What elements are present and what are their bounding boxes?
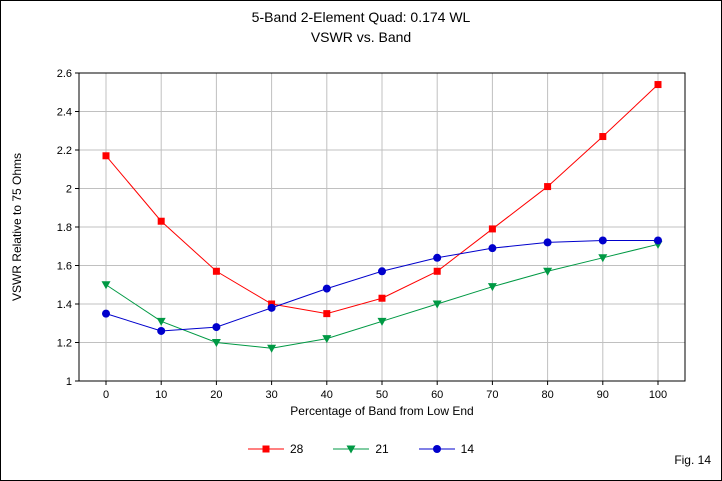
chart-titles: 5-Band 2-Element Quad: 0.174 WL VSWR vs.… <box>1 9 721 45</box>
svg-text:10: 10 <box>155 389 167 401</box>
svg-text:20: 20 <box>210 389 222 401</box>
svg-text:0: 0 <box>103 389 109 401</box>
svg-text:60: 60 <box>431 389 443 401</box>
svg-text:30: 30 <box>265 389 277 401</box>
vswr-line-chart: 1 1.2 1.4 1.6 1.8 2 2.2 2.4 2.6 0 10 20 30 40 50 60 70 80… <box>10 68 686 418</box>
legend-label: 28 <box>289 442 304 456</box>
svg-text:1: 1 <box>66 376 72 388</box>
svg-text:1.4: 1.4 <box>57 299 72 311</box>
legend-item-14: 14 <box>418 442 475 456</box>
svg-text:2.6: 2.6 <box>57 68 72 80</box>
svg-text:50: 50 <box>376 389 388 401</box>
square-marker-icon <box>247 445 284 453</box>
svg-text:1.6: 1.6 <box>57 261 72 273</box>
svg-text:40: 40 <box>321 389 333 401</box>
svg-text:2.2: 2.2 <box>57 145 72 157</box>
svg-text:2.4: 2.4 <box>57 107 72 119</box>
svg-text:2: 2 <box>66 184 72 196</box>
svg-text:80: 80 <box>541 389 553 401</box>
figure-label: Fig. 14 <box>674 453 711 467</box>
svg-text:1.8: 1.8 <box>57 222 72 234</box>
circle-marker-icon <box>418 445 455 453</box>
legend-item-28: 28 <box>247 442 304 456</box>
legend-label: 14 <box>460 442 475 456</box>
chart-subtitle: VSWR vs. Band <box>310 29 412 45</box>
legend-label: 21 <box>375 442 389 456</box>
svg-text:90: 90 <box>597 389 609 401</box>
legend-item-21: 21 <box>333 442 389 456</box>
chart-title: 5-Band 2-Element Quad: 0.174 WL <box>251 9 471 25</box>
chart-legend: 28 21 14 <box>1 442 721 456</box>
svg-text:70: 70 <box>486 389 498 401</box>
svg-text:100: 100 <box>649 389 667 401</box>
svg-text:1.2: 1.2 <box>57 338 72 350</box>
svg-text:Percentage of Band from Low En: Percentage of Band from Low End <box>290 404 473 418</box>
triangle-down-marker-icon <box>333 445 370 454</box>
svg-text:VSWR Relative to 75 Ohms: VSWR Relative to 75 Ohms <box>10 153 24 301</box>
